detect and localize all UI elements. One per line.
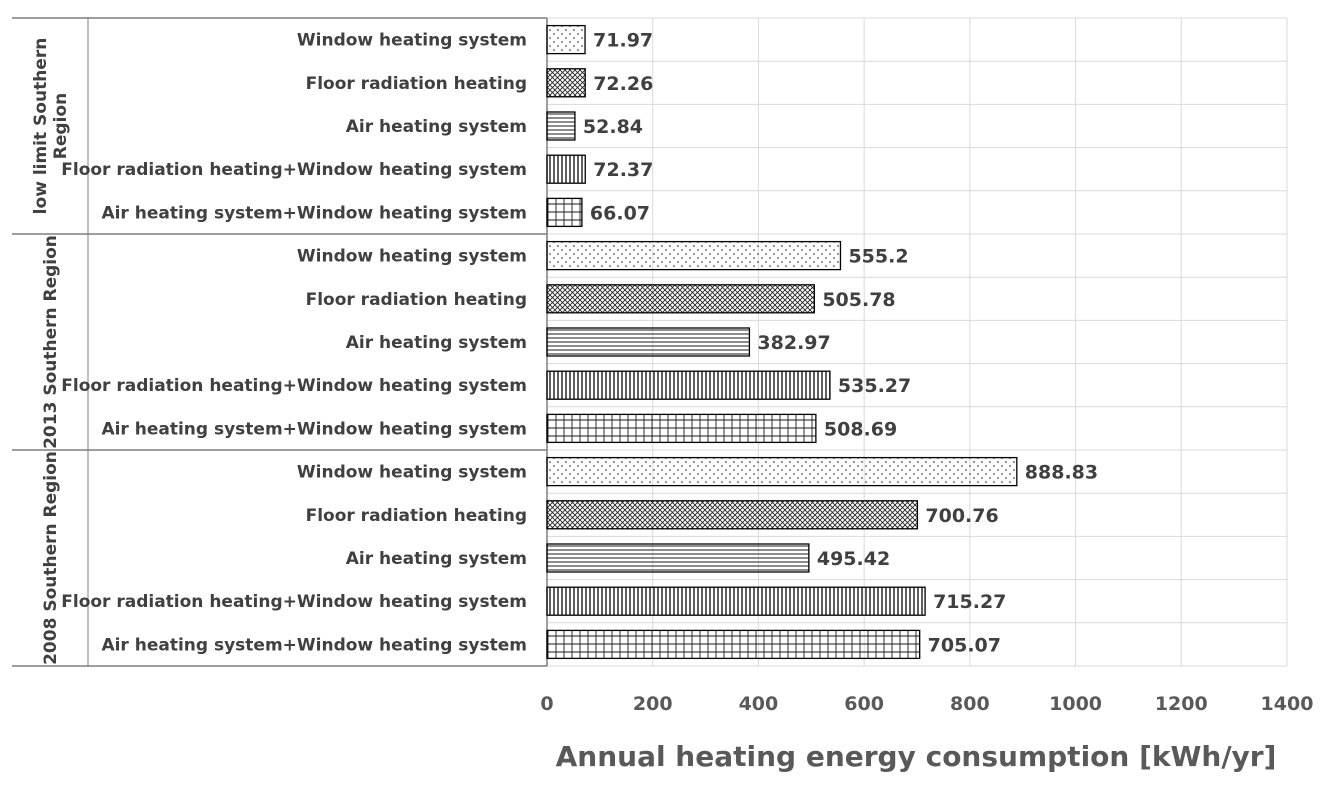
category-label: Air heating system+Window heating system <box>101 635 527 655</box>
category-label: Air heating system+Window heating system <box>101 419 527 439</box>
data-label: 888.83 <box>1025 462 1098 484</box>
data-label: 71.97 <box>593 30 653 52</box>
category-label: Air heating system <box>346 117 527 137</box>
category-label: Floor radiation heating <box>306 290 527 310</box>
category-label: Air heating system+Window heating system <box>101 203 527 223</box>
bar <box>546 24 586 55</box>
bar <box>546 586 926 616</box>
bar <box>546 629 921 660</box>
group-label: Region <box>51 93 71 159</box>
bar <box>546 240 842 271</box>
category-labels: low limit Southern Region Window heating s… <box>31 31 527 665</box>
bar <box>546 413 817 444</box>
bar <box>546 111 576 141</box>
category-label: Window heating system <box>297 247 527 267</box>
x-tick-label: 800 <box>950 693 990 715</box>
bar <box>546 456 1018 487</box>
x-tick-label: 200 <box>633 693 673 715</box>
x-tick-label: 1000 <box>1049 693 1102 715</box>
data-label: 535.27 <box>838 375 911 397</box>
x-axis-title: Annual heating energy consumption [kWh/y… <box>556 740 1277 773</box>
bar <box>546 197 583 228</box>
group-label: 2008 Southern Region <box>41 451 61 665</box>
data-label: 382.97 <box>757 332 830 354</box>
data-label: 705.07 <box>928 634 1001 656</box>
x-tick-label: 400 <box>739 693 779 715</box>
bar <box>546 543 810 573</box>
data-label: 72.37 <box>593 159 653 181</box>
x-tick-label: 600 <box>844 693 884 715</box>
x-tick-label: 1400 <box>1261 693 1314 715</box>
data-label: 495.42 <box>817 548 890 570</box>
bar <box>546 370 831 400</box>
bar <box>546 500 919 530</box>
category-label: Window heating system <box>297 463 527 483</box>
data-label: 555.2 <box>848 246 908 268</box>
gridlines <box>547 17 1288 667</box>
bar <box>546 68 586 98</box>
data-label: 508.69 <box>824 418 897 440</box>
data-label: 52.84 <box>583 116 643 138</box>
x-axis-ticks: 0 200 400 600 800 1000 1200 1400 <box>540 693 1313 715</box>
category-label: Floor radiation heating+Window heating s… <box>61 376 527 396</box>
category-label: Floor radiation heating+Window heating s… <box>61 160 527 180</box>
category-label: Floor radiation heating <box>306 74 527 94</box>
data-label: 66.07 <box>590 202 650 224</box>
data-label: 700.76 <box>925 505 998 527</box>
category-label: Window heating system <box>297 31 527 51</box>
category-label: Floor radiation heating <box>306 506 527 526</box>
data-label: 72.26 <box>593 73 653 95</box>
bar <box>546 154 586 184</box>
bars: 71.97 72.26 52.84 72.37 66.07 555.2 505.78 382.… <box>546 24 1098 660</box>
x-tick-label: 1200 <box>1155 693 1208 715</box>
category-label: Air heating system <box>346 333 527 353</box>
data-label: 715.27 <box>933 591 1006 613</box>
group-label: 2013 Southern Region <box>41 235 61 449</box>
category-label: Floor radiation heating+Window heating s… <box>61 592 527 612</box>
bar <box>546 284 815 314</box>
bar <box>546 327 751 357</box>
data-label: 505.78 <box>822 289 895 311</box>
category-label: Air heating system <box>346 549 527 569</box>
x-tick-label: 0 <box>540 693 553 715</box>
group-label: low limit Southern <box>31 38 51 215</box>
